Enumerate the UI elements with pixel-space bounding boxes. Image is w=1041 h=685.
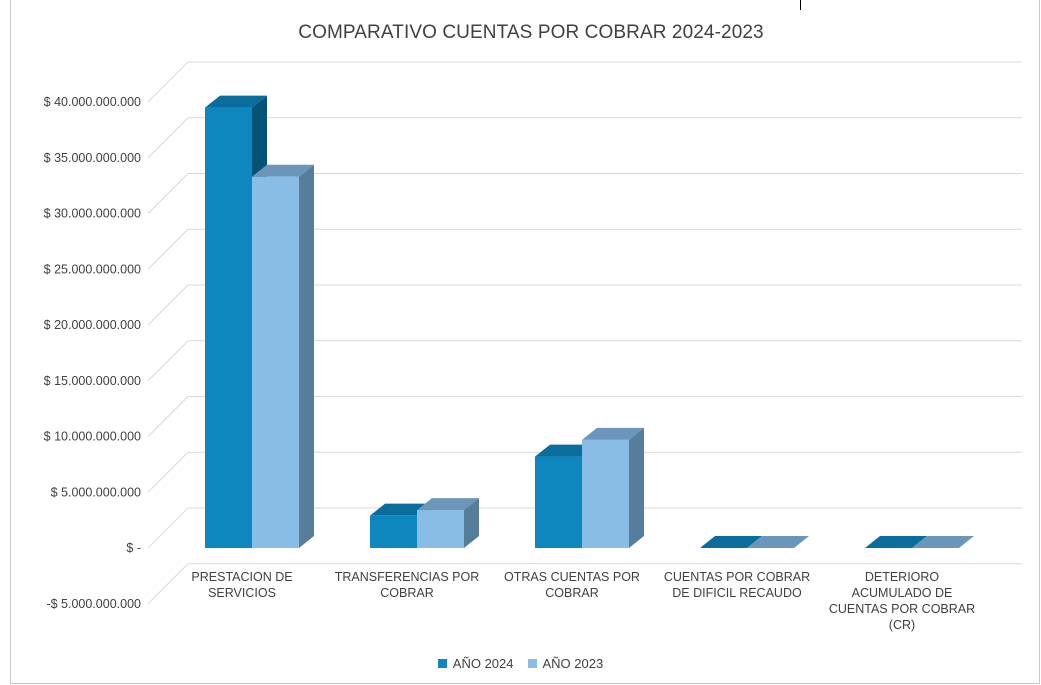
bar-top-2024 — [700, 536, 762, 548]
bar-2023 — [252, 176, 299, 548]
x-tick-label: DETERIORO — [865, 570, 940, 584]
bar-top-2023 — [252, 164, 314, 177]
y-tick-label: $ 20.000.000.000 — [44, 318, 141, 332]
bar-2024 — [370, 515, 417, 548]
gridline-side — [147, 340, 189, 382]
y-tick-label: $ 40.000.000.000 — [44, 95, 141, 109]
bar-side-2023 — [464, 498, 479, 548]
bar-2023 — [417, 510, 464, 548]
y-tick-label: $ 10.000.000.000 — [44, 430, 141, 444]
bar-top-2023 — [417, 498, 479, 511]
y-tick-label: $ 35.000.000.000 — [44, 151, 141, 165]
bar-side-2023 — [299, 164, 314, 548]
x-tick-label: COBRAR — [380, 586, 433, 600]
gridline-side — [147, 563, 189, 605]
x-tick-label: ACUMULADO DE — [852, 586, 953, 600]
x-tick-label: SERVICIOS — [208, 586, 276, 600]
x-tick-label: (CR) — [889, 618, 915, 632]
x-tick-label: TRANSFERENCIAS POR — [335, 570, 479, 584]
x-tick-label: CUENTAS POR COBRAR — [829, 602, 975, 616]
gridline-side — [147, 396, 189, 437]
y-tick-label: $ 30.000.000.000 — [44, 207, 141, 221]
bar-top-2023 — [912, 536, 974, 548]
legend-swatch — [527, 659, 537, 668]
gridline-side — [147, 451, 189, 493]
bar-top-2024 — [205, 95, 267, 108]
legend-label: AÑO 2024 — [452, 656, 514, 671]
bar-top-2023 — [582, 427, 644, 440]
gridline-side — [147, 173, 189, 214]
text-cursor — [800, 0, 801, 10]
chart-title: COMPARATIVO CUENTAS POR COBRAR 2024-2023 — [298, 22, 764, 43]
y-tick-label: $ - — [126, 541, 141, 555]
bar-2024 — [205, 107, 252, 548]
chart-frame — [10, 0, 1040, 684]
y-tick-label: -$ 5.000.000.000 — [46, 597, 141, 611]
gridline-side — [147, 507, 189, 549]
bar-top-2024 — [535, 444, 597, 457]
x-tick-label: PRESTACION DE — [191, 570, 292, 584]
legend: AÑO 2024 AÑO 2023 — [0, 656, 1041, 671]
x-tick-label: OTRAS CUENTAS POR — [504, 570, 640, 584]
gridline-side — [147, 284, 189, 326]
bar-top-2024 — [865, 536, 927, 548]
y-tick-label: $ 5.000.000.000 — [51, 485, 141, 499]
bar-top-2023 — [747, 536, 809, 548]
bar-2023 — [582, 439, 629, 548]
gridline-side — [147, 61, 189, 103]
gridline-side — [147, 228, 189, 270]
x-tick-label: CUENTAS POR COBRAR — [664, 570, 810, 584]
x-tick-label: DE DIFICIL RECAUDO — [672, 586, 802, 600]
y-tick-label: $ 25.000.000.000 — [44, 262, 141, 276]
bar-top-2024 — [370, 503, 432, 516]
legend-entry: AÑO 2023 — [527, 656, 604, 671]
legend-entry: AÑO 2024 — [437, 656, 514, 671]
legend-label: AÑO 2023 — [542, 656, 604, 671]
legend-swatch — [437, 659, 447, 668]
y-tick-label: $ 15.000.000.000 — [44, 374, 141, 388]
bar-side-2023 — [629, 427, 644, 548]
bar-2024 — [535, 456, 582, 548]
gridline-side — [147, 117, 189, 159]
x-tick-label: COBRAR — [545, 586, 598, 600]
